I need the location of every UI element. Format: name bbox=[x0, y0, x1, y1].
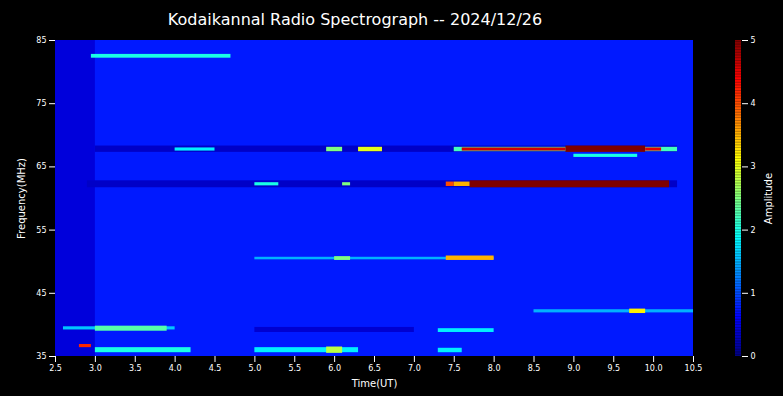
svg-text:4.5: 4.5 bbox=[209, 364, 222, 373]
html-text:Kodaikannal Radio Spectrograph: Kodaikannal Radio Spectrograph -- 2024/1… bbox=[167, 10, 543, 29]
svg-text:1: 1 bbox=[751, 289, 756, 298]
svg-text:75: 75 bbox=[36, 99, 46, 108]
svg-text:3.0: 3.0 bbox=[89, 364, 102, 373]
svg-text:10.5: 10.5 bbox=[685, 364, 703, 373]
svg-text:7.0: 7.0 bbox=[408, 364, 421, 373]
svg-text:8.5: 8.5 bbox=[528, 364, 541, 373]
svg-text:5.0: 5.0 bbox=[249, 364, 262, 373]
svg-text:8.0: 8.0 bbox=[488, 364, 501, 373]
svg-text:2: 2 bbox=[751, 226, 756, 235]
svg-text:10.0: 10.0 bbox=[645, 364, 663, 373]
svg-text:4.0: 4.0 bbox=[169, 364, 182, 373]
svg-text:0: 0 bbox=[751, 352, 756, 361]
svg-text:45: 45 bbox=[36, 289, 46, 298]
svg-text:85: 85 bbox=[36, 36, 46, 45]
svg-text:Amplitude: Amplitude bbox=[763, 173, 774, 224]
svg-text:35: 35 bbox=[36, 352, 46, 361]
svg-text:3: 3 bbox=[751, 162, 756, 171]
svg-text:2.5: 2.5 bbox=[49, 364, 62, 373]
svg-text:3.5: 3.5 bbox=[129, 364, 142, 373]
svg-text:4: 4 bbox=[751, 99, 756, 108]
svg-text:9.0: 9.0 bbox=[568, 364, 581, 373]
svg-text:5: 5 bbox=[751, 36, 756, 45]
svg-text:5.5: 5.5 bbox=[288, 364, 301, 373]
svg-text:55: 55 bbox=[36, 226, 46, 235]
svg-text:Time(UT): Time(UT) bbox=[351, 378, 398, 389]
svg-text:Frequency(MHz): Frequency(MHz) bbox=[16, 158, 27, 239]
svg-text:7.5: 7.5 bbox=[448, 364, 461, 373]
svg-text:6.0: 6.0 bbox=[328, 364, 341, 373]
svg-text:9.5: 9.5 bbox=[607, 364, 620, 373]
svg-text:65: 65 bbox=[36, 162, 46, 171]
svg-text:6.5: 6.5 bbox=[368, 364, 381, 373]
